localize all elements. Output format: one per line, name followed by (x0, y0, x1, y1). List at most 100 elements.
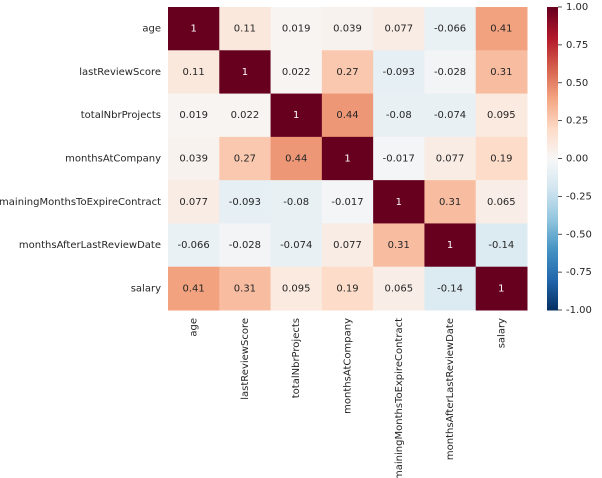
heatmap-cell (373, 93, 425, 138)
colorbar-segment (547, 90, 558, 94)
colorbar-segment (547, 34, 558, 38)
heatmap-cell (270, 180, 323, 224)
colorbar-segment (547, 171, 558, 175)
colorbar-segment (547, 229, 558, 233)
heatmap-cell (270, 266, 323, 311)
heatmap-cell (475, 180, 528, 224)
colorbar-segment (547, 12, 558, 16)
colorbar-segment (547, 214, 558, 218)
colorbar-segment (547, 102, 558, 106)
colorbar-segment (547, 22, 558, 26)
cell-label: -0.093 (383, 67, 415, 78)
colorbar-tick-label: 0.25 (566, 116, 588, 127)
colorbar-segment (547, 153, 558, 157)
heatmap-cell (424, 136, 477, 181)
heatmap-cell (373, 7, 425, 51)
colorbar-segment (547, 279, 558, 283)
colorbar-segment (547, 125, 558, 129)
cell-label: 0.077 (333, 240, 362, 251)
y-tick-label: lastReviewScore (79, 67, 161, 78)
cell-label: 0.095 (487, 110, 516, 121)
colorbar-segment (547, 44, 558, 48)
colorbar-segment (547, 203, 558, 207)
colorbar-segment (547, 143, 558, 147)
heatmap-cell (270, 93, 323, 138)
heatmap-cell (270, 223, 323, 268)
heatmap-cell (321, 223, 374, 268)
cell-label: 1 (396, 197, 402, 208)
cell-label: 0.077 (179, 197, 208, 208)
colorbar-segment (547, 60, 558, 64)
heatmap-cell (168, 7, 220, 51)
colorbar-segment (547, 299, 558, 303)
heatmap-cell (424, 7, 477, 51)
heatmap-cell (373, 136, 425, 181)
colorbar-tick-label: -0.50 (566, 229, 592, 240)
colorbar-segment (547, 294, 558, 298)
heatmap-cell (219, 266, 272, 311)
colorbar-segment (547, 254, 558, 258)
colorbar-tick-label: 0.00 (566, 154, 588, 165)
colorbar-tick-label: 0.75 (566, 40, 588, 51)
colorbar-segment (547, 251, 558, 255)
cell-label: -0.14 (488, 240, 514, 251)
heatmap-cell (270, 50, 323, 95)
cell-label: 0.19 (336, 283, 358, 294)
colorbar-segment (547, 67, 558, 71)
colorbar-segment (547, 206, 558, 210)
cell-label: 0.022 (231, 110, 260, 121)
cell-label: 0.31 (234, 283, 256, 294)
colorbar-segment (547, 49, 558, 53)
colorbar-segment (547, 9, 558, 13)
colorbar-segment (547, 150, 558, 154)
colorbar-segment (547, 148, 558, 152)
colorbar-segment (547, 166, 558, 170)
cell-label: -0.066 (178, 240, 210, 251)
cell-label: -0.066 (434, 24, 466, 35)
colorbar-segment (547, 249, 558, 253)
colorbar-segment (547, 39, 558, 43)
colorbar-segment (547, 77, 558, 81)
heatmap-cell (219, 7, 272, 51)
cell-label: 0.019 (282, 24, 311, 35)
heatmap-cell (219, 50, 272, 95)
colorbar-segment (547, 191, 558, 195)
colorbar-segment (547, 115, 558, 119)
cell-label: 1 (190, 24, 196, 35)
cell-label: 0.44 (285, 154, 307, 165)
heatmap-cell (424, 50, 477, 95)
colorbar-segment (547, 47, 558, 51)
heatmap-cell (168, 50, 220, 95)
y-tick-label: salary (131, 283, 161, 294)
colorbar-segment (547, 95, 558, 99)
colorbar-tick-label: -1.00 (566, 305, 592, 316)
colorbar-segment (547, 188, 558, 192)
colorbar-segment (547, 85, 558, 89)
colorbar-segment (547, 178, 558, 182)
cell-label: 1 (344, 154, 350, 165)
cell-label: 0.065 (384, 283, 413, 294)
cell-label: -0.093 (229, 197, 261, 208)
colorbar-segment (547, 269, 558, 273)
colorbar-segment (547, 19, 558, 23)
colorbar-segment (547, 27, 558, 31)
colorbar-segment (547, 256, 558, 260)
colorbar-segment (547, 241, 558, 245)
cell-label: -0.074 (434, 110, 466, 121)
colorbar-segment (547, 274, 558, 278)
colorbar-segment (547, 52, 558, 56)
cell-label: -0.017 (383, 154, 415, 165)
heatmap-cell (168, 266, 220, 311)
x-tick-label: totalNbrProjects (291, 318, 302, 398)
colorbar-segment (547, 161, 558, 165)
colorbar-segment (547, 32, 558, 36)
colorbar-segment (547, 183, 558, 187)
colorbar-segment (547, 128, 558, 132)
heatmap-cell (168, 93, 220, 138)
colorbar-segment (547, 100, 558, 104)
colorbar-tick-label: -0.25 (566, 191, 592, 202)
colorbar-segment (547, 224, 558, 228)
colorbar-segment (547, 70, 558, 74)
colorbar-segment (547, 80, 558, 84)
